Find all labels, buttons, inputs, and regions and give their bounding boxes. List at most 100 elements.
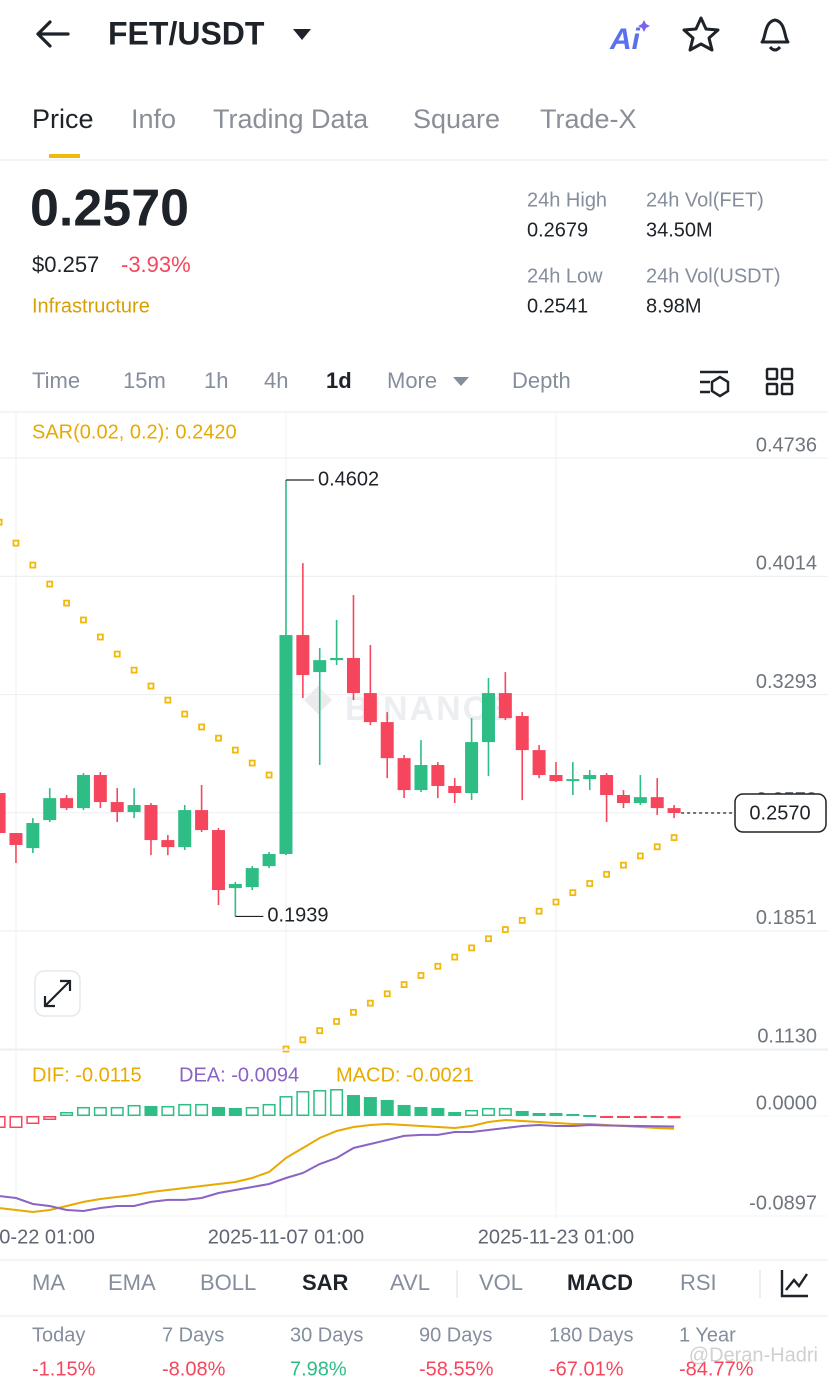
sar-dot [248,759,256,767]
tab[interactable]: Trade-X [540,104,637,134]
y-tick-label: -0.0897 [749,1192,817,1214]
interval[interactable]: Time [32,368,80,393]
x-tick-label: 2025-11-07 01:00 [208,1226,364,1248]
back-button[interactable] [36,20,70,48]
interval[interactable]: 1h [204,368,228,393]
sar-dot [535,907,543,915]
last-price: 0.2570 [30,180,189,238]
macd-bar [43,1115,57,1121]
pair-dropdown[interactable] [293,29,311,40]
macd-bar [296,1091,310,1116]
notification-button[interactable] [760,18,790,52]
indicator[interactable]: MA [32,1270,65,1295]
stat-label: 24h Low [527,265,603,287]
stat-value: 34.50M [646,219,713,241]
sar-dot [316,1027,324,1035]
indicator[interactable]: AVL [390,1270,430,1295]
period-label: 1 Year [679,1324,736,1346]
candle-body [566,779,580,782]
sar-dot [113,650,121,658]
candle-body [228,883,242,889]
stat-label: 24h Vol(FET) [646,189,764,211]
candle-body [26,823,40,849]
macd-bar [228,1107,242,1116]
macd-bar [0,1115,6,1129]
interval[interactable]: 1d [326,368,352,393]
y-tick-label: 0.0000 [756,1092,817,1114]
expand-button[interactable] [34,970,81,1017]
macd-bar [330,1089,344,1116]
tab[interactable]: Trading Data [213,104,369,134]
candle-body [9,833,23,845]
candle-body [195,810,209,831]
sar-dot [400,981,408,989]
indicator[interactable]: SAR [302,1270,349,1295]
macd-bar [380,1099,394,1116]
pair-title[interactable]: FET/USDT [108,15,265,51]
sar-dot [231,746,239,754]
candle-body [465,742,479,794]
chart-settings-button[interactable] [700,370,730,398]
last-price-label: 0.2570 [749,802,810,824]
macd-bar [313,1090,327,1116]
indicator[interactable]: BOLL [200,1270,256,1295]
macd-bar [26,1115,40,1125]
indicator[interactable]: RSI [680,1270,717,1295]
candle-body [43,798,57,821]
sar-dot [518,916,526,924]
macd-line [0,1123,675,1213]
layout-button[interactable] [765,367,794,396]
interval[interactable]: 4h [264,368,288,393]
macd-bar [397,1104,411,1116]
sar-dot [12,539,20,547]
candle-body [481,693,495,743]
sar-dot [670,834,678,842]
macd-bar [144,1105,158,1116]
favorite-button[interactable] [682,16,720,52]
candle-body [76,775,90,809]
tab[interactable]: Info [131,104,176,134]
ai-button[interactable]: Ai [609,23,641,56]
macd-bar [161,1105,175,1116]
tab[interactable]: Square [413,104,500,134]
sar-dot [164,696,172,704]
macd-bar [667,1115,681,1119]
indicator[interactable]: VOL [479,1270,523,1295]
macd-bar [195,1103,209,1116]
macd-bar [431,1107,445,1116]
indicator[interactable]: EMA [108,1270,156,1295]
last-price-box [734,793,827,833]
macd-legend: MACD: -0.0021 [336,1064,474,1086]
candle-body [667,808,681,814]
candle-body [397,758,411,791]
sar-dot [215,734,222,742]
candle-body [296,635,310,676]
sar-dot [63,599,70,607]
settings-icon [710,375,730,398]
candle-body [245,868,259,888]
period-change: -1.15% [32,1358,96,1380]
expand-icon [43,979,72,1008]
stat-value: 8.98M [646,295,702,317]
macd-bar [650,1115,664,1118]
sar-dot [350,1008,357,1016]
macd-bar [279,1096,293,1116]
interval[interactable]: 15m [123,368,166,393]
indicator-settings[interactable] [780,1270,808,1298]
sector-tag[interactable]: Infrastructure [32,295,150,317]
macd-bar [262,1103,276,1116]
more-dropdown[interactable] [453,377,469,386]
interval[interactable]: More [387,368,437,393]
macd-bar [465,1109,479,1116]
y-tick-label: 0.1130 [757,1025,817,1047]
period-change: -84.77% [679,1358,754,1380]
tab[interactable]: Price [32,104,94,134]
candle-body [616,795,630,804]
indicator[interactable]: MACD [567,1270,633,1295]
usd-price: $0.257 [32,252,99,277]
candle-body [110,802,124,813]
sar-dot [198,723,206,731]
interval[interactable]: Depth [512,368,571,393]
period-label: 180 Days [549,1324,634,1346]
